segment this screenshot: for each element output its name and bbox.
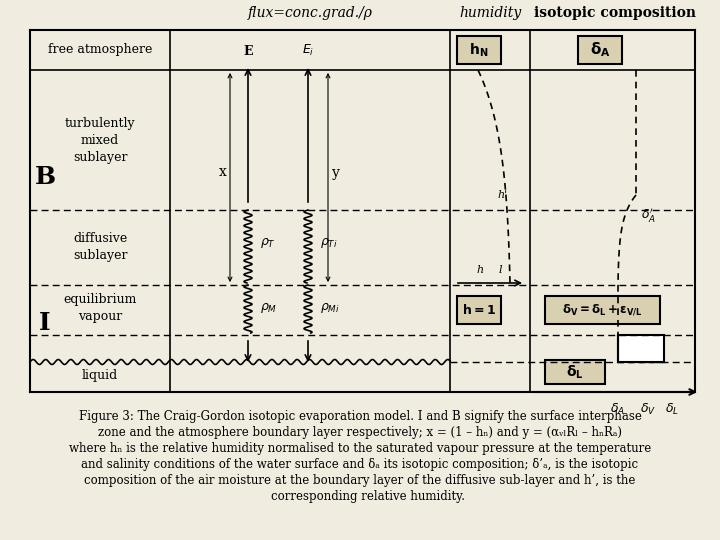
Text: isotopic composition: isotopic composition	[534, 6, 696, 20]
Text: $\delta_V$: $\delta_V$	[640, 402, 656, 417]
Text: $\mathbf{h_N}$: $\mathbf{h_N}$	[469, 41, 489, 59]
Bar	[578, 36, 622, 64]
Bar	[457, 296, 501, 324]
Text: $\mathbf{\delta_A}$: $\mathbf{\delta_A}$	[590, 40, 611, 59]
Text: composition of the air moisture at the boundary layer of the diffusive sub-layer: composition of the air moisture at the b…	[84, 474, 636, 487]
Text: turbulently
mixed
sublayer: turbulently mixed sublayer	[65, 117, 135, 164]
Text: flux=conc.grad./ρ: flux=conc.grad./ρ	[248, 6, 372, 20]
Text: Figure 3: The Craig-Gordon isotopic evaporation model. I and B signify the surfa: Figure 3: The Craig-Gordon isotopic evap…	[78, 410, 642, 423]
Text: $\delta_L$: $\delta_L$	[665, 402, 679, 417]
Text: $\rho_M$: $\rho_M$	[260, 301, 277, 315]
Text: and salinity conditions of the water surface and δₐ its isotopic composition; δ’: and salinity conditions of the water sur…	[81, 458, 639, 471]
Text: h: h	[477, 265, 484, 275]
Text: equilibrium
vapour: equilibrium vapour	[63, 293, 137, 323]
Text: I: I	[39, 312, 51, 335]
Text: $\mathbf{\delta_L}$: $\mathbf{\delta_L}$	[566, 363, 584, 381]
Text: humidity: humidity	[459, 6, 521, 20]
Text: zone and the atmosphere boundary layer respectively; x = (1 – hₙ) and y = (αᵥₗRₗ: zone and the atmosphere boundary layer r…	[98, 426, 622, 439]
Bar	[545, 296, 660, 324]
Text: where hₙ is the relative humidity normalised to the saturated vapour pressure at: where hₙ is the relative humidity normal…	[69, 442, 651, 455]
Text: x: x	[219, 165, 227, 179]
Bar	[457, 36, 501, 64]
Text: h': h'	[497, 190, 507, 200]
Text: free atmosphere: free atmosphere	[48, 44, 152, 57]
Bar	[545, 360, 605, 384]
Text: l: l	[498, 265, 502, 275]
Text: E: E	[243, 45, 253, 58]
Text: diffusive
sublayer: diffusive sublayer	[73, 233, 127, 262]
Text: $\rho_T$: $\rho_T$	[260, 235, 276, 249]
Text: $E_i$: $E_i$	[302, 43, 314, 58]
Text: corresponding relative humidity.: corresponding relative humidity.	[256, 490, 464, 503]
Text: $\delta_A'$: $\delta_A'$	[641, 206, 656, 224]
Text: $\rho_{Ti}$: $\rho_{Ti}$	[320, 235, 338, 249]
Text: $\mathbf{\delta_V = \delta_L + \varepsilon_{V/L}}$: $\mathbf{\delta_V = \delta_L + \varepsil…	[562, 302, 643, 318]
Text: $\delta_A$: $\delta_A$	[611, 402, 626, 417]
Text: $\mathbf{h=1}$: $\mathbf{h=1}$	[462, 303, 496, 317]
Text: $\rho_{Mi}$: $\rho_{Mi}$	[320, 301, 340, 315]
Text: y: y	[332, 165, 340, 179]
Text: liquid: liquid	[82, 368, 118, 381]
Text: B: B	[35, 165, 55, 190]
Bar	[618, 335, 664, 362]
